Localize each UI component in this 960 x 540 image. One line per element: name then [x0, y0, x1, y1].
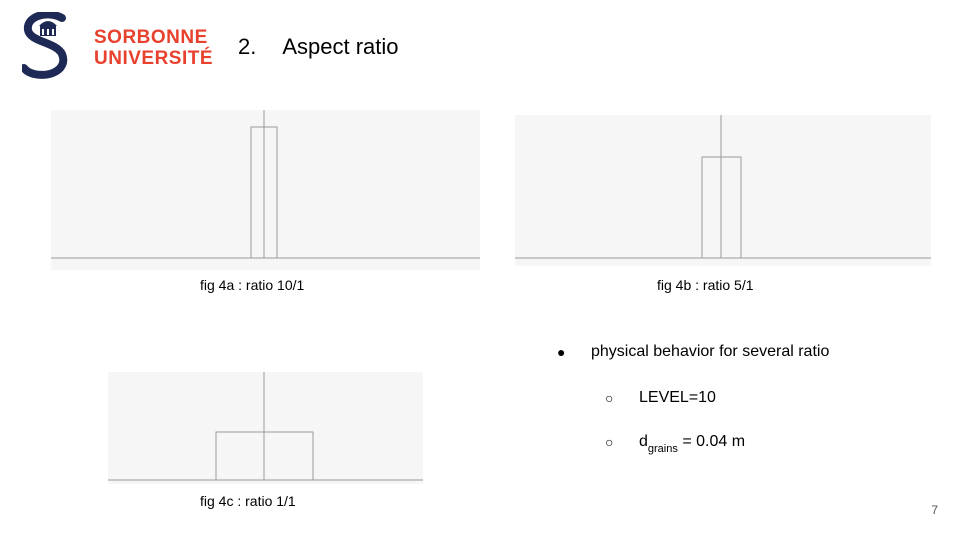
sub-bullet-marker: ○ — [605, 434, 614, 450]
figure-4c-drawing — [108, 372, 423, 481]
logo-line-2: UNIVERSITÉ — [94, 48, 214, 69]
logo-line-1: SORBONNE — [94, 27, 208, 48]
figure-4b-drawing — [515, 115, 931, 259]
slide-title: 2. Aspect ratio — [238, 33, 399, 61]
figure-4a-drawing — [51, 110, 480, 259]
figure-4c — [108, 372, 423, 484]
sorbonne-logo: SORBONNE UNIVERSITÉ — [20, 10, 213, 82]
figure-4c-caption: fig 4c : ratio 1/1 — [200, 493, 296, 509]
sub-bullet-text: LEVEL=10 — [639, 389, 716, 406]
logo-text: SORBONNE UNIVERSITÉ — [94, 27, 213, 69]
sub-bullet-text: dgrains = 0.04 m — [639, 430, 745, 461]
bullet-text: physical behavior for several ratio — [591, 343, 830, 360]
symbol-subscript: grains — [647, 443, 678, 455]
sorbonne-s-logo-icon — [20, 10, 68, 79]
figure-4a-caption: fig 4a : ratio 10/1 — [200, 277, 305, 293]
figure-4a — [51, 110, 480, 270]
title-text: Aspect ratio — [282, 34, 399, 59]
sub-bullet-marker: ○ — [605, 390, 614, 406]
bullet-marker: ● — [557, 344, 566, 360]
title-number: 2. — [238, 34, 257, 59]
symbol-value: = 0.04 m — [677, 433, 746, 450]
page-number: 7 — [931, 503, 938, 517]
symbol-d: d — [639, 433, 648, 450]
figure-4b-caption: fig 4b : ratio 5/1 — [657, 277, 754, 293]
figure-4b — [515, 115, 931, 266]
